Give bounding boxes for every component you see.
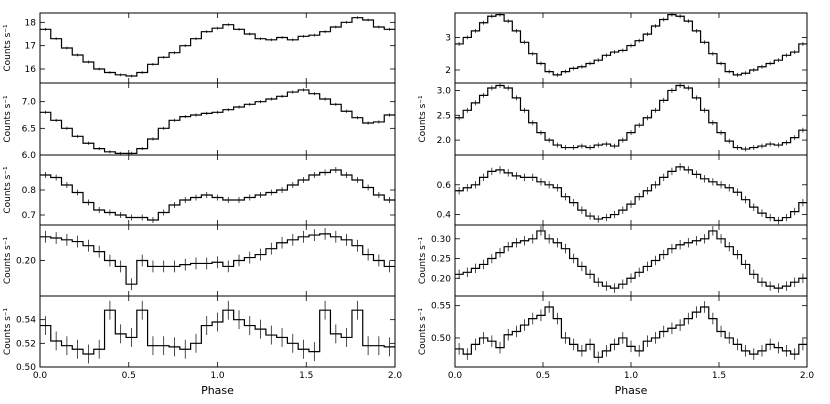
series-step-line xyxy=(455,84,807,150)
series-step-line xyxy=(40,89,395,154)
y-tick-label: 0.50 xyxy=(431,334,451,344)
y-tick-label: 16 xyxy=(25,65,37,75)
y-axis-label: Counts s⁻¹ xyxy=(3,307,13,355)
y-tick-label: 0.52 xyxy=(16,339,36,349)
y-tick-label: 0.55 xyxy=(431,302,451,312)
y-tick-label: 0.30 xyxy=(431,235,451,245)
y-tick-label: 0.6 xyxy=(437,181,452,191)
y-tick-label: 3 xyxy=(445,33,451,43)
x-tick-label: 0.0 xyxy=(448,371,463,381)
y-axis-label: Counts s⁻¹ xyxy=(3,24,13,72)
y-tick-label: 0.20 xyxy=(431,274,451,284)
panel-left-2: 0.7 0.8 Counts s⁻¹ xyxy=(3,154,396,226)
y-tick-label: 0.8 xyxy=(22,186,37,196)
panel-right-1: 2.0 2.5 3.0 Counts s⁻¹ xyxy=(418,82,808,156)
y-tick-label: 2 xyxy=(445,66,451,76)
x-tick-label: 0.5 xyxy=(122,371,136,381)
y-axis-label: Counts s⁻¹ xyxy=(3,236,13,284)
series-step-line xyxy=(40,233,395,285)
y-tick-label: 0.20 xyxy=(16,257,36,267)
y-axis-label: Counts s⁻¹ xyxy=(418,236,428,284)
y-tick-label: 18 xyxy=(25,18,37,28)
y-tick-label: 6.0 xyxy=(22,151,37,161)
y-axis-label: Counts s⁻¹ xyxy=(418,95,428,143)
x-tick-label: 0.5 xyxy=(536,371,550,381)
x-tick-label: 1.0 xyxy=(210,371,225,381)
y-tick-label: 0.25 xyxy=(431,255,451,265)
panel-frame xyxy=(454,82,808,156)
x-axis-label: Phase xyxy=(201,384,234,397)
panel-frame xyxy=(454,12,808,84)
y-tick-label: 17 xyxy=(25,42,36,52)
panel-right-0: 23 xyxy=(445,12,808,84)
x-tick-label: 0.0 xyxy=(33,371,48,381)
y-tick-label: 2.5 xyxy=(437,111,451,121)
y-tick-label: 0.4 xyxy=(437,211,452,221)
x-tick-label: 1.5 xyxy=(299,371,313,381)
x-tick-label: 2.0 xyxy=(388,371,403,381)
x-tick-label: 2.0 xyxy=(800,371,815,381)
series-step-line xyxy=(455,166,807,222)
panel-right-4: 0.50 0.55 0.0 0.5 1.0 1.5 2.0 Counts s⁻¹ xyxy=(418,295,815,381)
panel-left-4: 0.50 0.52 0.54 0.0 0.5 1.0 1.5 2.0 Counts s⁻¹ xyxy=(3,295,403,381)
y-tick-label: 7.0 xyxy=(22,98,37,108)
y-tick-label: 2.0 xyxy=(437,136,452,146)
y-axis-label: Counts s⁻¹ xyxy=(3,166,13,214)
y-tick-label: 0.50 xyxy=(16,363,36,373)
x-axis-label: Phase xyxy=(615,384,648,397)
y-tick-label: 0.54 xyxy=(16,316,36,326)
panel-frame xyxy=(454,154,808,226)
y-tick-label: 3.0 xyxy=(437,86,452,96)
panel-frame xyxy=(454,224,808,297)
x-tick-label: 1.5 xyxy=(712,371,726,381)
panel-frame xyxy=(39,154,396,226)
y-tick-label: 0.7 xyxy=(22,211,36,221)
x-tick-label: 1.0 xyxy=(624,371,639,381)
y-axis-label: Counts s⁻¹ xyxy=(418,307,428,355)
series-step-line xyxy=(40,17,395,77)
panel-right-2: 0.4 0.6 xyxy=(437,154,808,226)
panel-left-0: 16 17 18 Counts s⁻¹ xyxy=(3,12,396,84)
panel-left-1: 6.0 6.5 7.0 Counts s⁻¹ xyxy=(3,82,396,161)
y-axis-label: Counts s⁻¹ xyxy=(3,95,13,143)
panel-frame xyxy=(454,295,808,368)
y-tick-label: 6.5 xyxy=(22,124,36,134)
